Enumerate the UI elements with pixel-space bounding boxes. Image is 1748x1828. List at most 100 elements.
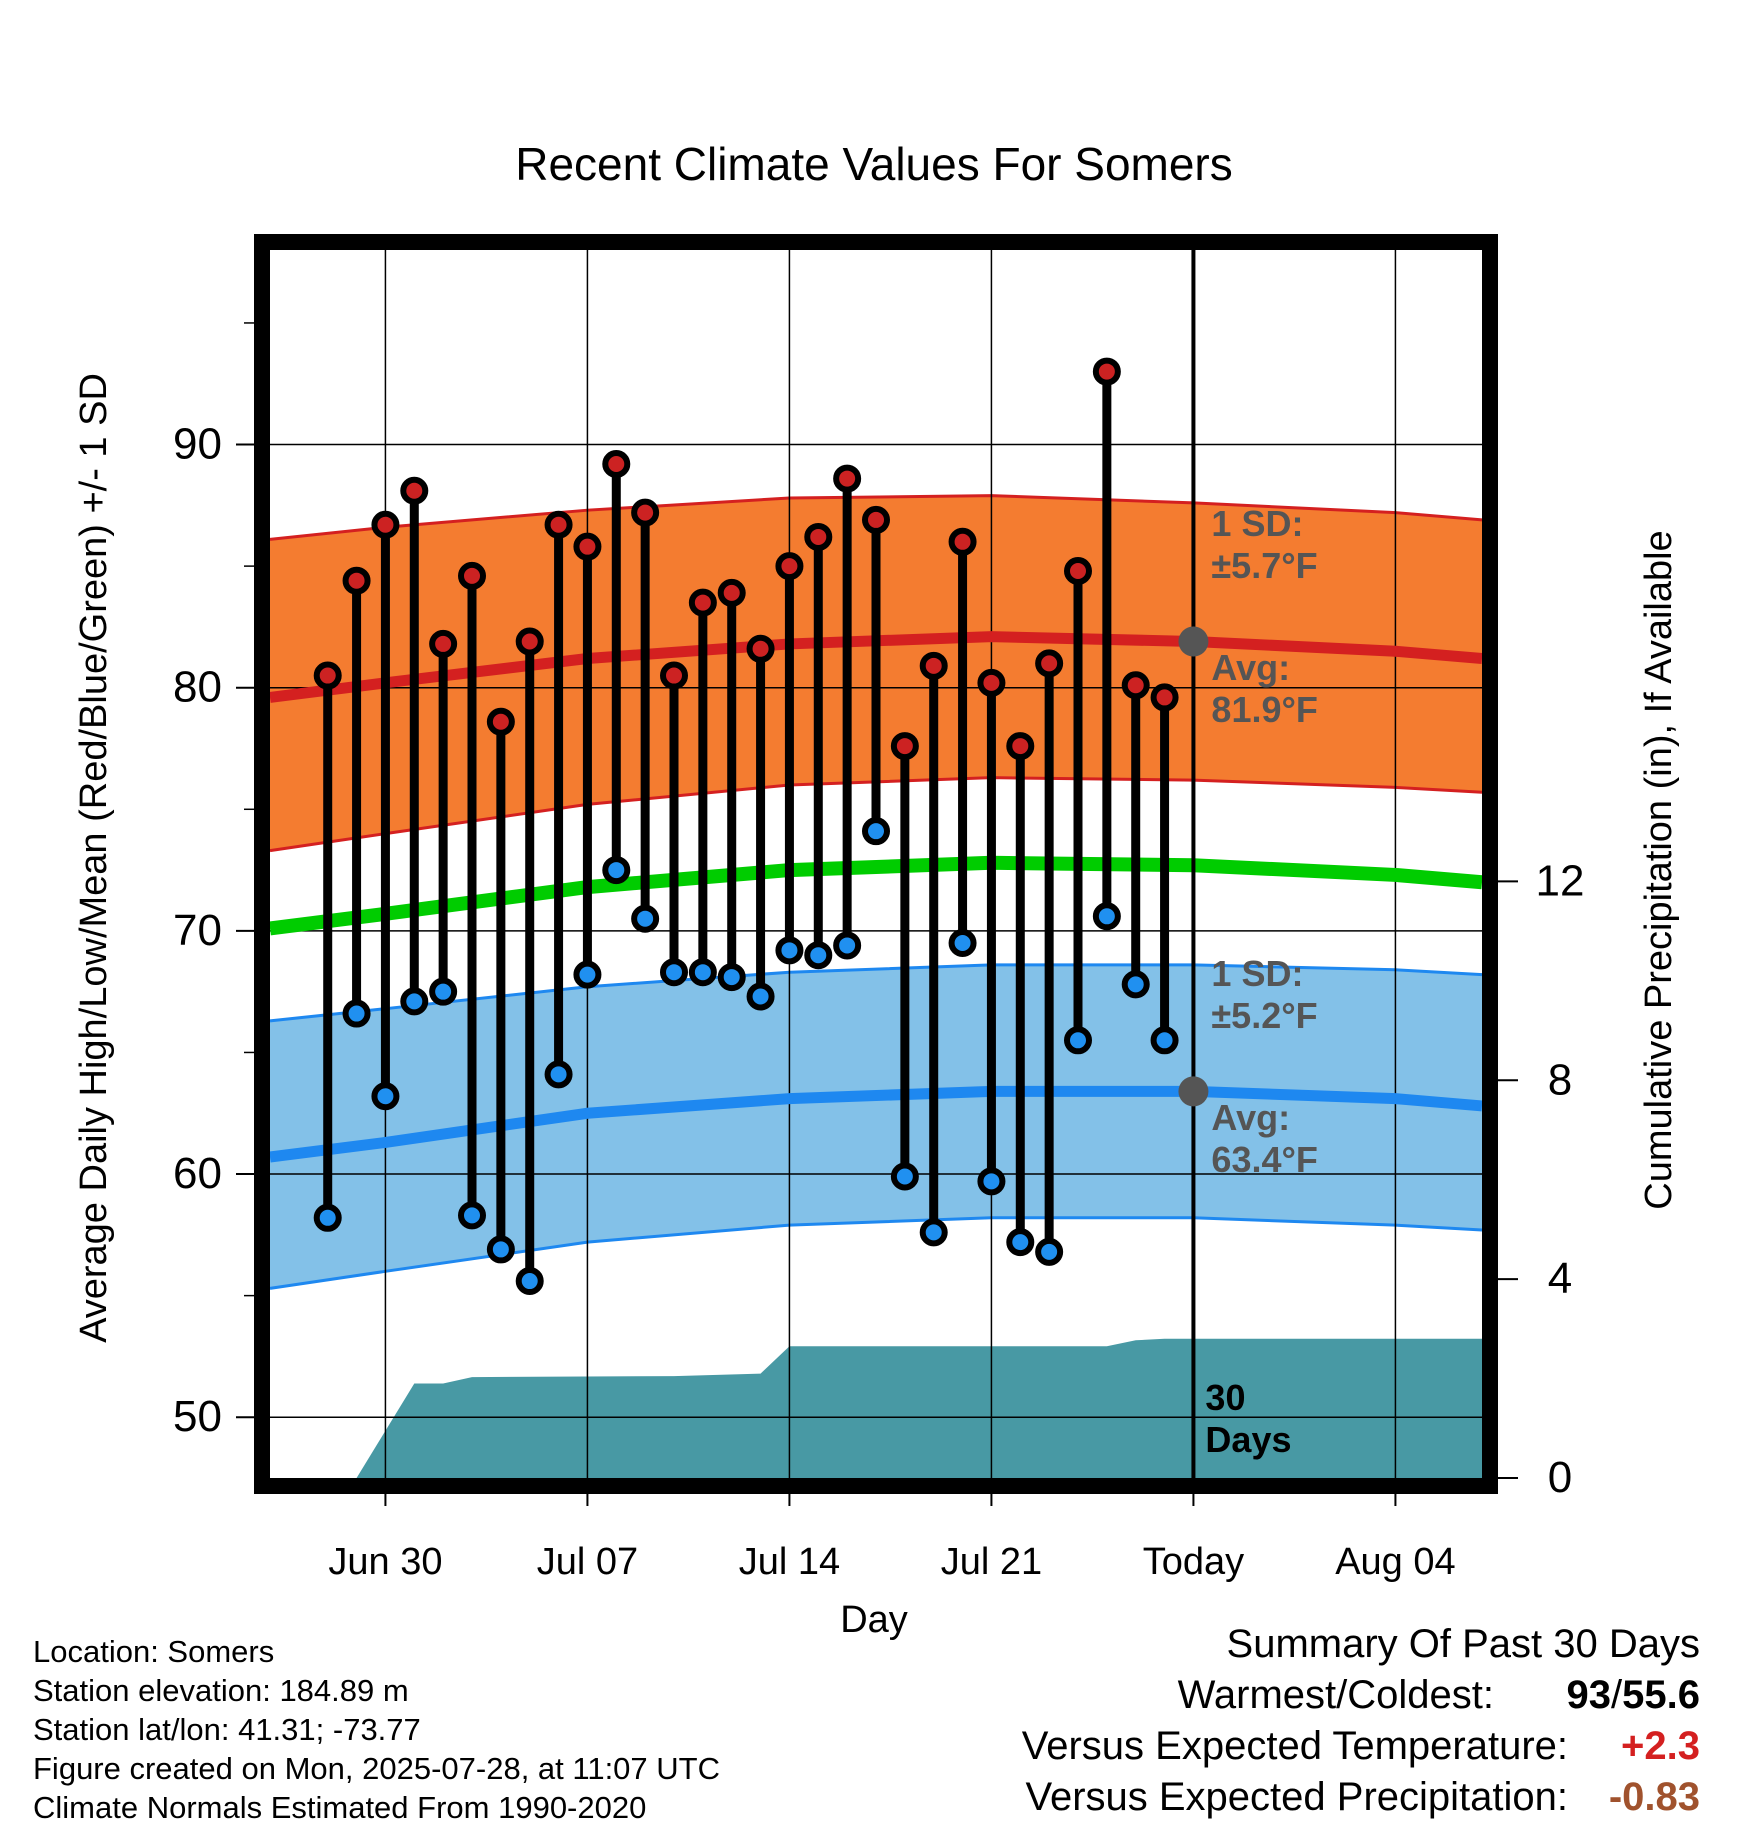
- x-tick-label: Jul 07: [537, 1541, 638, 1583]
- y-tick-label: 50: [173, 1392, 222, 1441]
- low-point: [833, 931, 862, 960]
- high-point: [746, 634, 775, 663]
- warm-cold-label: Warmest/Coldest:: [1177, 1673, 1494, 1717]
- low-point: [429, 977, 458, 1006]
- high-avg-annotation: Avg:: [1211, 647, 1290, 688]
- normals-text: Climate Normals Estimated From 1990-2020: [33, 1790, 647, 1825]
- high-avg-line: [269, 631, 1483, 703]
- high-point: [919, 651, 948, 680]
- y2-tick-label: 12: [1536, 856, 1585, 905]
- low-point: [602, 856, 631, 885]
- high-point: [688, 588, 717, 617]
- normal-lines-layer: [269, 631, 1483, 1163]
- low-point: [660, 958, 688, 987]
- y-tick-label: 60: [173, 1149, 222, 1198]
- y2-axis-label: Cumulative Precipitation (in), If Availa…: [1638, 530, 1680, 1209]
- low-avg-annotation: Avg:: [1211, 1097, 1290, 1138]
- high-point: [1150, 683, 1179, 712]
- high-lower-edge: [269, 776, 1483, 853]
- high-point: [1006, 732, 1035, 761]
- temp-value: +2.3: [1621, 1724, 1700, 1768]
- high-point: [573, 532, 602, 561]
- chart-title: Recent Climate Values For Somers: [515, 138, 1233, 190]
- high-sd-annotation: ±5.7°F: [1211, 545, 1317, 586]
- high-point: [371, 510, 400, 539]
- low-point: [890, 1162, 919, 1191]
- coldest-value: 55.6: [1622, 1673, 1700, 1717]
- elevation-text: Station elevation: 184.89 m: [33, 1673, 409, 1708]
- precipitation-area: [356, 1338, 1483, 1478]
- high-upper-edge: [269, 494, 1483, 541]
- low-avg-annotation: 63.4°F: [1211, 1139, 1317, 1180]
- precip-label: Versus Expected Precipitation:: [1025, 1775, 1568, 1819]
- low-point: [400, 987, 429, 1016]
- low-point: [1092, 902, 1121, 931]
- high-point: [977, 668, 1006, 697]
- low-point: [544, 1060, 573, 1089]
- high-point: [890, 732, 919, 761]
- high-point: [602, 449, 631, 478]
- x-axis-label: Day: [840, 1599, 908, 1641]
- precipitation-layer: [356, 1338, 1483, 1478]
- low-point: [342, 999, 371, 1028]
- y-tick-label: 80: [173, 663, 222, 712]
- low-point: [775, 936, 804, 965]
- window-annotation: 30: [1205, 1377, 1245, 1418]
- x-tick-label: Aug 04: [1335, 1541, 1455, 1583]
- high-point: [544, 510, 573, 539]
- y-axis-label: Average Daily High/Low/Mean (Red/Blue/Gr…: [73, 373, 115, 1343]
- high-point: [429, 629, 458, 658]
- high-point: [948, 527, 977, 556]
- x-tick-label: Jul 21: [941, 1541, 1042, 1583]
- low-point: [1035, 1237, 1064, 1266]
- low-point: [458, 1201, 486, 1230]
- high-point: [660, 661, 688, 690]
- low-point: [486, 1235, 515, 1264]
- high-point: [717, 578, 746, 607]
- low-avg-marker: [1178, 1076, 1209, 1107]
- low-point: [573, 960, 602, 989]
- high-point: [458, 561, 486, 590]
- low-point: [631, 904, 660, 933]
- high-point: [486, 707, 515, 736]
- high-point: [804, 522, 833, 551]
- low-point: [948, 929, 977, 958]
- x-tick-label: Jun 30: [328, 1541, 442, 1583]
- axes-layer: Jun 30 Jul 07 Jul 14 Jul 21 Today Aug 04 50 60 7…: [173, 322, 1585, 1583]
- latlon-text: Station lat/lon: 41.31; -73.77: [33, 1712, 421, 1747]
- low-sd-annotation: ±5.2°F: [1211, 995, 1317, 1036]
- high-sd-annotation: 1 SD:: [1211, 503, 1303, 544]
- low-point: [804, 941, 833, 970]
- x-tick-label: Jul 14: [739, 1541, 840, 1583]
- summary-title: Summary Of Past 30 Days: [1226, 1622, 1700, 1666]
- warm-cold-value: 93/55.6: [1566, 1673, 1700, 1717]
- low-point: [717, 963, 746, 992]
- y-tick-label: 90: [173, 420, 222, 469]
- low-point: [515, 1267, 544, 1296]
- observations-layer: [313, 357, 1179, 1296]
- low-sd-annotation: 1 SD:: [1211, 953, 1303, 994]
- temp-label: Versus Expected Temperature:: [1021, 1724, 1568, 1768]
- low-point: [371, 1082, 400, 1111]
- low-sd-band: [270, 964, 1482, 1289]
- high-point: [400, 476, 429, 505]
- high-avg-marker: [1178, 626, 1209, 657]
- low-point: [1150, 1026, 1179, 1055]
- high-point: [1035, 649, 1064, 678]
- low-point: [746, 982, 775, 1011]
- high-point: [775, 552, 804, 581]
- low-point: [1121, 970, 1150, 999]
- mean-normal-line: [269, 855, 1483, 936]
- location-text: Location: Somers: [33, 1634, 275, 1669]
- low-point: [1064, 1026, 1092, 1055]
- high-avg-annotation: 81.9°F: [1211, 689, 1317, 730]
- low-point: [1006, 1228, 1035, 1257]
- low-point: [862, 817, 890, 846]
- y2-tick-label: 4: [1548, 1254, 1572, 1303]
- low-avg-line: [269, 1085, 1483, 1163]
- high-point: [1092, 357, 1121, 386]
- created-text: Figure created on Mon, 2025-07-28, at 11…: [33, 1751, 720, 1786]
- y-tick-label: 70: [173, 906, 222, 955]
